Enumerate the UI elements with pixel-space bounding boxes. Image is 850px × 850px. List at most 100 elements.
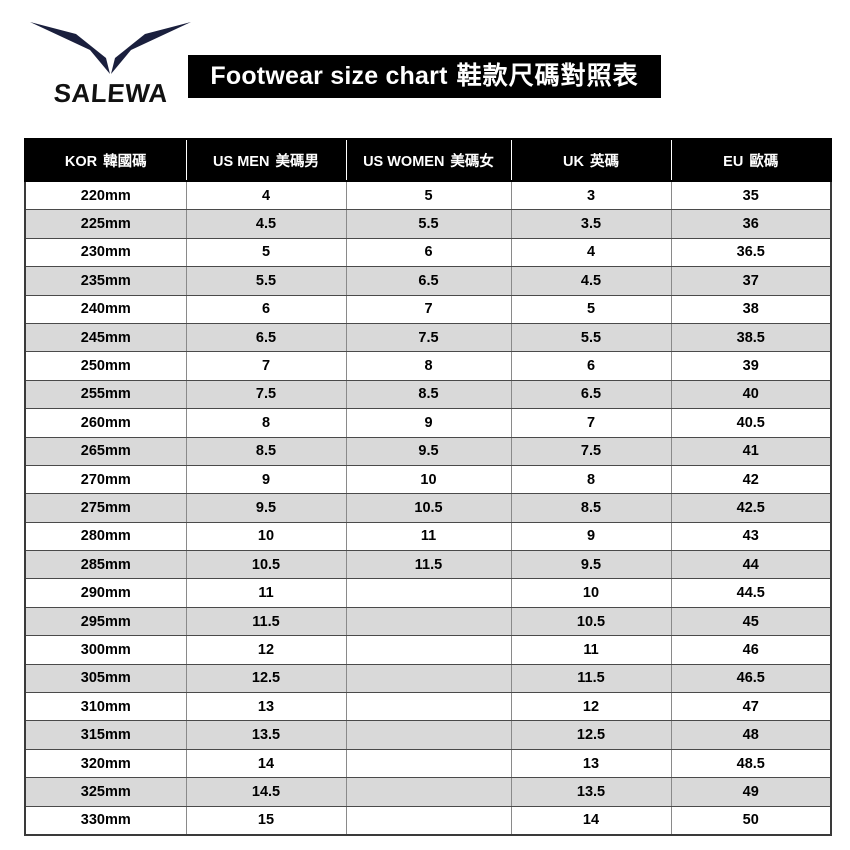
cell-us-men: 8 [185, 408, 347, 438]
cell-us-women [345, 578, 512, 608]
cell-eu: 45 [670, 606, 832, 637]
column-header-uk-cjk: 英碼 [589, 153, 619, 170]
table-row: 315mm 13.5 12.5 48 [24, 720, 832, 750]
cell-us-women: 8 [345, 351, 512, 381]
cell-uk: 9.5 [510, 550, 672, 580]
column-header-us-men-cjk: 美碼男 [275, 153, 319, 170]
cell-kor: 310mm [24, 692, 187, 722]
cell-kor: 240mm [24, 294, 187, 324]
table-row: 260mm 8 9 7 40.5 [24, 408, 832, 438]
column-header-uk: UK 英碼 [510, 138, 672, 182]
size-chart-table: KOR 韓國碼 US MEN 美碼男 US WOMEN 美碼女 UK 英碼 EU 歐碼 2… [24, 138, 832, 836]
cell-us-men: 10.5 [185, 550, 347, 580]
cell-uk: 10.5 [510, 606, 672, 637]
cell-kor: 250mm [24, 351, 187, 381]
cell-us-women [345, 720, 512, 750]
table-row: 275mm 9.5 10.5 8.5 42.5 [24, 493, 832, 523]
cell-kor: 305mm [24, 663, 187, 694]
cell-uk: 5.5 [510, 322, 672, 353]
cell-uk: 10 [510, 578, 672, 608]
cell-us-men: 4 [185, 180, 347, 211]
cell-eu: 44.5 [670, 578, 832, 608]
cell-us-women: 5.5 [345, 209, 512, 239]
cell-kor: 280mm [24, 521, 187, 552]
cell-eu: 37 [670, 266, 832, 296]
cell-eu: 39 [670, 351, 832, 381]
cell-kor: 325mm [24, 777, 187, 807]
cell-uk: 11 [510, 635, 672, 665]
cell-us-women [345, 635, 512, 665]
cell-kor: 260mm [24, 408, 187, 438]
cell-eu: 40 [670, 379, 832, 410]
cell-us-women: 11 [345, 521, 512, 552]
cell-us-men: 4.5 [185, 209, 347, 239]
table-row: 225mm 4.5 5.5 3.5 36 [24, 209, 832, 239]
cell-us-women [345, 663, 512, 694]
table-row: 220mm 4 5 3 35 [24, 180, 832, 211]
cell-uk: 6.5 [510, 379, 672, 410]
cell-us-men: 12.5 [185, 663, 347, 694]
cell-us-men: 7.5 [185, 379, 347, 410]
cell-us-men: 15 [185, 805, 347, 836]
cell-kor: 245mm [24, 322, 187, 353]
cell-us-women: 11.5 [345, 550, 512, 580]
cell-us-women [345, 606, 512, 637]
cell-us-men: 5 [185, 237, 347, 268]
cell-us-men: 10 [185, 521, 347, 552]
cell-us-women: 10 [345, 464, 512, 495]
cell-kor: 270mm [24, 464, 187, 495]
cell-us-women: 9.5 [345, 436, 512, 466]
cell-us-men: 14.5 [185, 777, 347, 807]
cell-eu: 38.5 [670, 322, 832, 353]
cell-uk: 7.5 [510, 436, 672, 466]
cell-us-women: 5 [345, 180, 512, 211]
cell-us-women: 6 [345, 237, 512, 268]
cell-us-men: 6.5 [185, 322, 347, 353]
table-row: 235mm 5.5 6.5 4.5 37 [24, 266, 832, 296]
cell-eu: 40.5 [670, 408, 832, 438]
table-row: 285mm 10.5 11.5 9.5 44 [24, 550, 832, 580]
table-row: 230mm 5 6 4 36.5 [24, 237, 832, 268]
cell-kor: 275mm [24, 493, 187, 523]
cell-eu: 49 [670, 777, 832, 807]
table-row: 265mm 8.5 9.5 7.5 41 [24, 436, 832, 466]
cell-kor: 300mm [24, 635, 187, 665]
cell-us-men: 14 [185, 748, 347, 779]
cell-eu: 47 [670, 692, 832, 722]
cell-us-women [345, 748, 512, 779]
cell-eu: 46.5 [670, 663, 832, 694]
column-header-uk-en: UK [563, 153, 584, 170]
cell-us-women: 10.5 [345, 493, 512, 523]
cell-kor: 320mm [24, 748, 187, 779]
cell-eu: 50 [670, 805, 832, 836]
cell-kor: 255mm [24, 379, 187, 410]
cell-uk: 13 [510, 748, 672, 779]
column-header-us-men-en: US MEN [213, 153, 270, 170]
table-row: 255mm 7.5 8.5 6.5 40 [24, 379, 832, 410]
cell-kor: 220mm [24, 180, 187, 211]
eagle-wings-icon [30, 22, 191, 74]
cell-uk: 4 [510, 237, 672, 268]
cell-uk: 3 [510, 180, 672, 211]
cell-uk: 3.5 [510, 209, 672, 239]
cell-us-men: 5.5 [185, 266, 347, 296]
table-row: 300mm 12 11 46 [24, 635, 832, 665]
table-row: 295mm 11.5 10.5 45 [24, 606, 832, 637]
cell-us-men: 13 [185, 692, 347, 722]
column-header-kor: KOR 韓國碼 [24, 138, 187, 182]
table-row: 245mm 6.5 7.5 5.5 38.5 [24, 322, 832, 353]
table-body: 220mm 4 5 3 35 225mm 4.5 5.5 3.5 36 230mm 5 6 4 36.5 23… [24, 180, 832, 836]
svg-text:SALEWA: SALEWA [53, 78, 169, 108]
cell-uk: 7 [510, 408, 672, 438]
cell-eu: 46 [670, 635, 832, 665]
cell-kor: 315mm [24, 720, 187, 750]
cell-us-women: 7.5 [345, 322, 512, 353]
column-header-us-women-cjk: 美碼女 [450, 153, 494, 170]
cell-eu: 42 [670, 464, 832, 495]
column-header-kor-cjk: 韓國碼 [103, 153, 147, 170]
page-title: Footwear size chart 鞋款尺碼對照表 [210, 64, 638, 89]
cell-uk: 11.5 [510, 663, 672, 694]
table-header-row: KOR 韓國碼 US MEN 美碼男 US WOMEN 美碼女 UK 英碼 EU 歐碼 [24, 138, 832, 182]
cell-uk: 8.5 [510, 493, 672, 523]
cell-eu: 44 [670, 550, 832, 580]
